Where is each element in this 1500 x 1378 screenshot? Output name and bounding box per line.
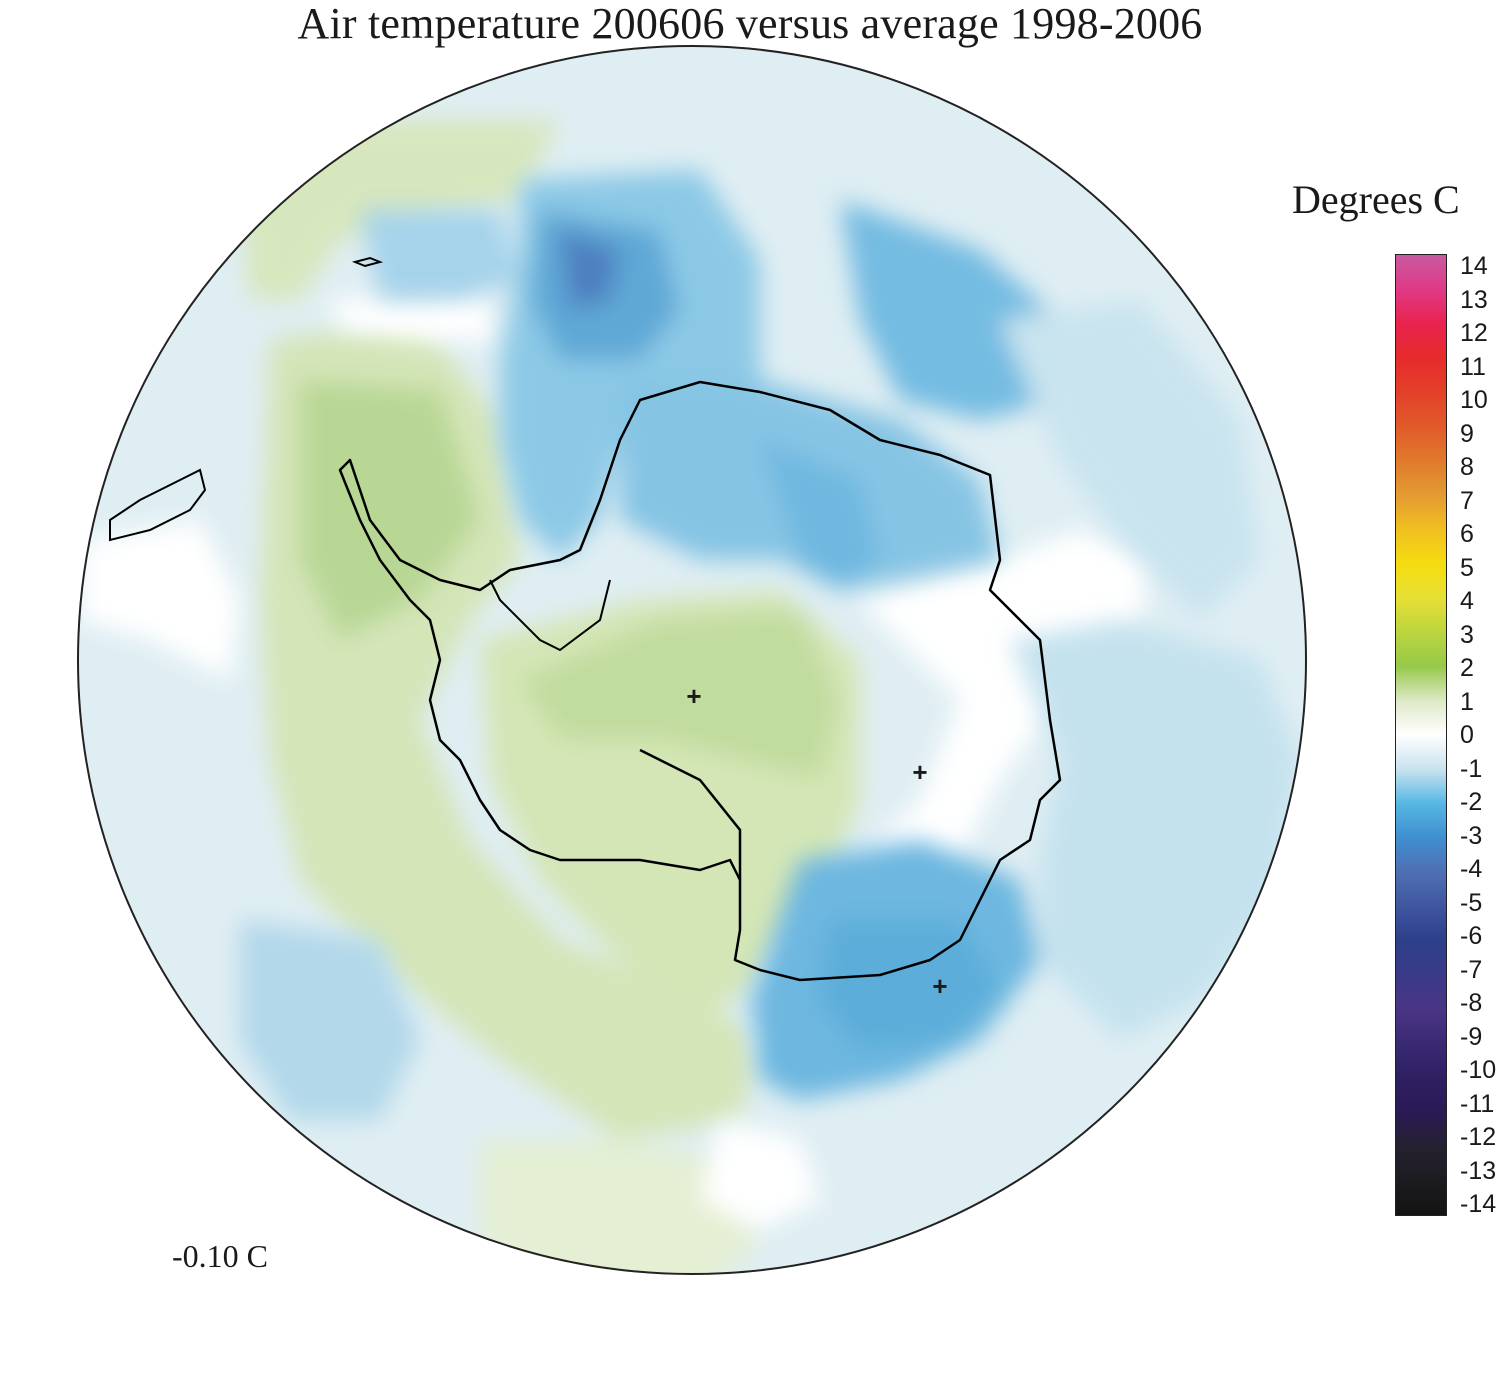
grid-marker-southeast: + bbox=[932, 971, 948, 1001]
falkland-islands bbox=[351, 256, 384, 268]
colorbar-tick-label: -3 bbox=[1460, 821, 1483, 850]
colorbar-tick-label: 3 bbox=[1460, 620, 1474, 649]
mean-anomaly-label: -0.10 C bbox=[172, 1238, 268, 1274]
south-america-coast bbox=[109, 468, 207, 542]
colorbar-tick-label: -2 bbox=[1460, 788, 1483, 816]
colorbar-tick-label: 4 bbox=[1460, 587, 1474, 615]
colorbar-tick-label: -1 bbox=[1460, 754, 1483, 783]
antarctica-coastline bbox=[338, 380, 1062, 982]
grid-marker-east: + bbox=[912, 757, 928, 787]
colorbar-tick-label: -14 bbox=[1460, 1190, 1497, 1218]
colorbar-tick-label: 6 bbox=[1460, 520, 1474, 548]
colorbar-tick-label: 5 bbox=[1460, 553, 1474, 582]
weddell-sea-coastline bbox=[489, 579, 611, 652]
colorbar-tick-label: 2 bbox=[1460, 654, 1474, 682]
colorbar-tick-label: -11 bbox=[1460, 1089, 1495, 1118]
colorbar-tick-label: 9 bbox=[1460, 419, 1474, 448]
colorbar-tick-label: 14 bbox=[1460, 252, 1488, 280]
colorbar-tick-label: -6 bbox=[1460, 922, 1483, 950]
colorbar-tick-label: 0 bbox=[1460, 721, 1474, 749]
map-title: Air temperature 200606 versus average 19… bbox=[297, 0, 1203, 48]
colorbar-tick-label: 1 bbox=[1460, 687, 1474, 716]
colorbar-tick-label: 8 bbox=[1460, 453, 1474, 481]
colorbar-units-label: Degrees C bbox=[1292, 177, 1460, 222]
colorbar-tick-label: -7 bbox=[1460, 955, 1483, 984]
colorbar-tick-label: -8 bbox=[1460, 989, 1483, 1017]
colorbar-tick-label: -13 bbox=[1460, 1156, 1497, 1185]
colorbar-tick-label: -9 bbox=[1460, 1022, 1483, 1051]
colorbar-tick-label: -4 bbox=[1460, 855, 1483, 883]
colorbar bbox=[1395, 254, 1447, 1216]
grid-marker-pole: + bbox=[686, 681, 702, 711]
anomaly-field bbox=[78, 46, 1306, 1274]
ross-sea-coastline bbox=[639, 748, 742, 880]
colorbar-tick-label: -5 bbox=[1460, 888, 1483, 917]
colorbar-tick-label: 7 bbox=[1460, 486, 1474, 515]
colorbar-tick-label: -12 bbox=[1460, 1123, 1497, 1151]
colorbar-tick-label: -10 bbox=[1460, 1056, 1497, 1084]
colorbar-tick-label: 10 bbox=[1460, 386, 1488, 414]
colorbar-tick-label: 12 bbox=[1460, 319, 1488, 347]
colorbar-tick-label: 11 bbox=[1460, 352, 1486, 381]
colorbar-tick-label: 13 bbox=[1460, 285, 1488, 314]
